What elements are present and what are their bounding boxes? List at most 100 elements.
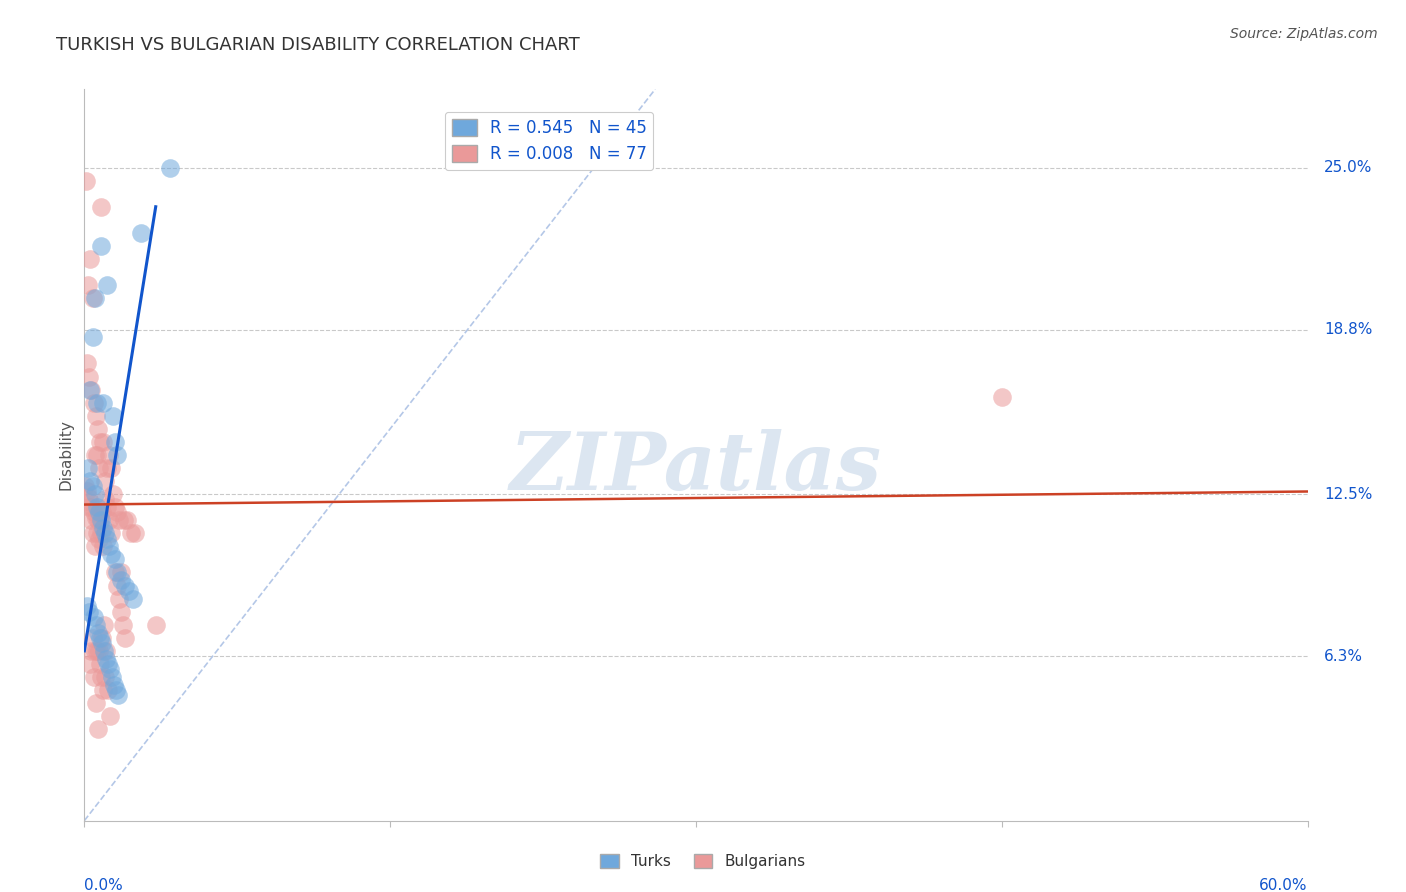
Point (79, 495, 101, 509)
Point (120, 526, 142, 541)
Point (93, 644, 115, 658)
Point (91, 395, 114, 409)
Point (98, 709, 121, 723)
Point (91, 434, 114, 449)
Point (118, 583, 141, 598)
Point (76, 356, 98, 371)
Point (90, 526, 112, 541)
Point (79, 383, 101, 397)
Point (100, 526, 122, 541)
Point (84, 696, 107, 710)
Point (104, 500, 127, 515)
Legend: Turks, Bulgarians: Turks, Bulgarians (595, 848, 811, 875)
Point (82, 500, 104, 515)
Point (82, 291, 104, 305)
Text: 18.8%: 18.8% (1324, 322, 1372, 337)
Point (87, 644, 110, 658)
Point (91, 539, 114, 553)
Point (96, 500, 118, 515)
Point (94, 651, 117, 665)
Text: 0.0%: 0.0% (84, 878, 124, 892)
Point (87, 513, 110, 527)
Point (97, 657, 120, 671)
Point (87, 461, 110, 475)
Point (101, 409, 124, 423)
Point (82, 631, 104, 645)
Point (89, 631, 111, 645)
Point (98, 513, 121, 527)
Point (97, 539, 120, 553)
Point (77, 461, 100, 475)
Point (87, 532, 110, 546)
Point (83, 670, 105, 684)
Point (104, 566, 127, 580)
Point (94, 644, 117, 658)
Point (96, 532, 118, 546)
Point (112, 617, 135, 632)
Point (80, 513, 103, 527)
Point (90, 636, 112, 650)
Point (83, 610, 105, 624)
Point (83, 448, 105, 462)
Point (91, 683, 114, 698)
Point (80, 644, 103, 658)
Point (105, 578, 128, 592)
Text: Source: ZipAtlas.com: Source: ZipAtlas.com (1230, 27, 1378, 41)
Point (97, 448, 120, 462)
Point (114, 631, 136, 645)
Point (991, 391, 1014, 405)
Point (84, 539, 107, 553)
Point (90, 200, 112, 214)
Point (105, 566, 128, 580)
Point (101, 670, 124, 684)
Point (86, 500, 108, 515)
Point (93, 670, 115, 684)
Point (97, 683, 120, 698)
Point (110, 566, 132, 580)
Point (105, 505, 128, 519)
Point (86, 625, 108, 640)
Point (77, 278, 100, 293)
Point (89, 434, 111, 449)
Point (93, 526, 115, 541)
Point (79, 605, 101, 619)
Point (83, 395, 105, 409)
Point (90, 239, 112, 253)
Point (84, 617, 107, 632)
Point (96, 278, 118, 293)
Point (83, 291, 105, 305)
Point (91, 505, 114, 519)
Point (90, 631, 112, 645)
Point (104, 434, 127, 449)
Point (77, 500, 100, 515)
Point (80, 383, 103, 397)
Point (76, 484, 98, 499)
Point (104, 552, 127, 566)
Point (115, 513, 138, 527)
Point (100, 547, 122, 561)
Point (91, 521, 114, 535)
Point (103, 487, 125, 501)
Point (98, 662, 121, 676)
Point (86, 448, 108, 462)
Point (114, 578, 136, 592)
Point (77, 490, 100, 504)
Point (110, 574, 132, 588)
Point (86, 422, 108, 436)
Point (89, 513, 111, 527)
Point (87, 505, 110, 519)
Text: ZIPatlas: ZIPatlas (510, 429, 882, 507)
Point (122, 591, 145, 606)
Text: 6.3%: 6.3% (1324, 648, 1362, 664)
Legend: R = 0.545   N = 45, R = 0.008   N = 77: R = 0.545 N = 45, R = 0.008 N = 77 (444, 112, 654, 170)
Point (79, 657, 101, 671)
Text: 25.0%: 25.0% (1324, 160, 1372, 175)
Point (124, 526, 146, 541)
Point (100, 461, 122, 475)
Point (103, 678, 125, 692)
Point (93, 617, 115, 632)
Point (93, 474, 115, 488)
Point (90, 513, 112, 527)
Point (83, 487, 105, 501)
Point (82, 526, 104, 541)
